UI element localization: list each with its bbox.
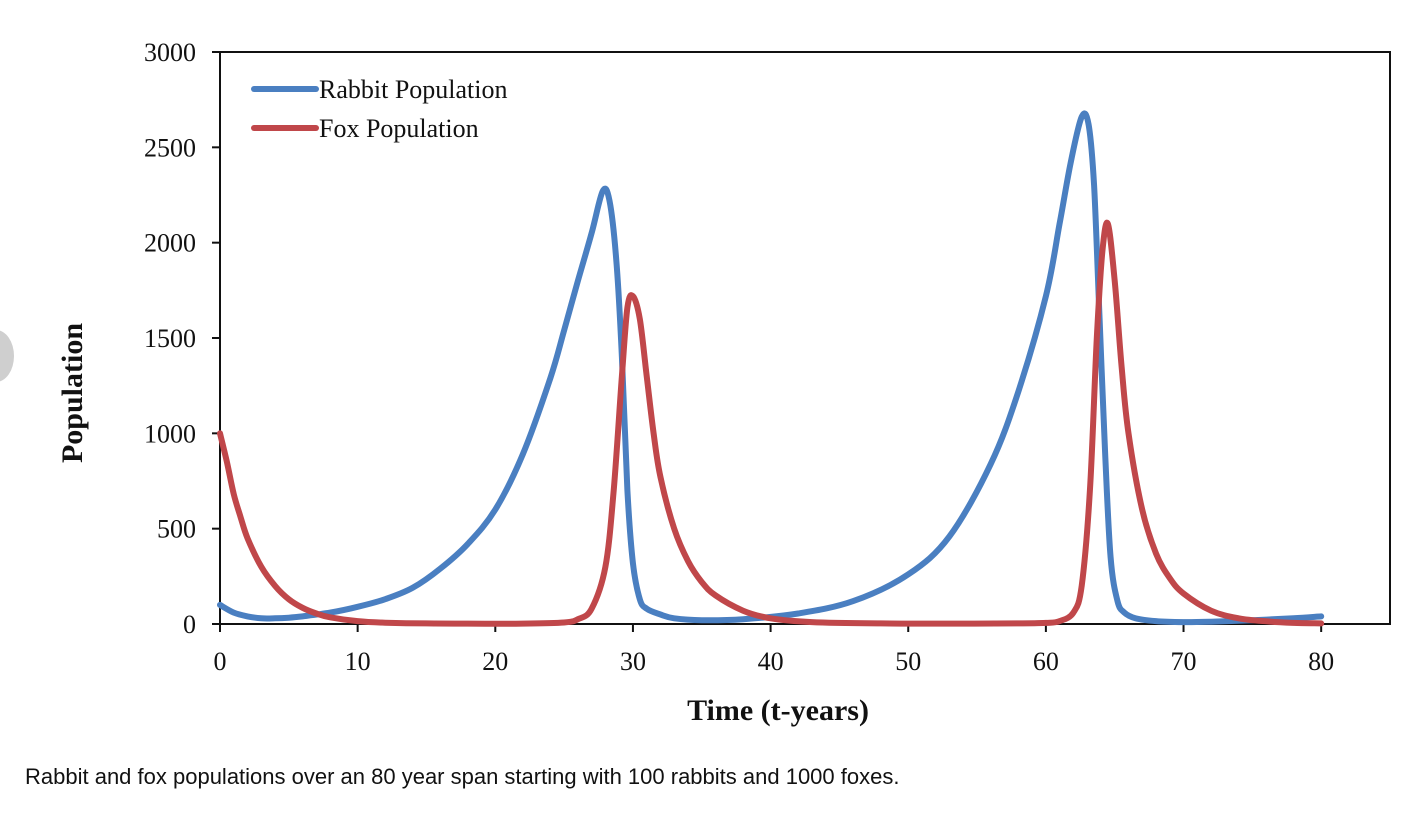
legend: Rabbit Population Fox Population xyxy=(251,75,508,143)
x-tick-label: 40 xyxy=(758,647,784,676)
x-tick-label: 30 xyxy=(620,647,646,676)
x-tick-label: 50 xyxy=(895,647,921,676)
y-tick-label: 1500 xyxy=(144,324,196,353)
legend-label-rabbit-population: Rabbit Population xyxy=(319,75,508,104)
x-tick-label: 80 xyxy=(1308,647,1334,676)
x-axis-title: Time (t-years) xyxy=(687,694,869,727)
x-tick-label: 60 xyxy=(1033,647,1059,676)
series-line-fox-population xyxy=(217,219,1325,627)
y-axis-ticks: 0 500 1000 1500 2000 2500 3000 xyxy=(144,38,220,639)
x-tick-label: 20 xyxy=(482,647,508,676)
series-line-rabbit-population xyxy=(217,110,1325,626)
legend-label-fox-population: Fox Population xyxy=(319,114,479,143)
x-axis-ticks: 0 10 20 30 40 50 60 70 80 xyxy=(214,624,1334,676)
x-tick-label: 10 xyxy=(345,647,371,676)
y-tick-label: 0 xyxy=(183,610,196,639)
y-tick-label: 2500 xyxy=(144,133,196,162)
figure-caption: Rabbit and fox populations over an 80 ye… xyxy=(25,764,900,789)
y-axis-title: Population xyxy=(56,323,89,463)
y-tick-label: 500 xyxy=(157,515,196,544)
edge-circle-decoration xyxy=(0,330,14,382)
x-tick-label: 70 xyxy=(1171,647,1197,676)
y-tick-label: 2000 xyxy=(144,229,196,258)
series-layer xyxy=(217,110,1325,627)
x-tick-label: 0 xyxy=(214,647,227,676)
y-tick-label: 1000 xyxy=(144,419,196,448)
y-tick-label: 3000 xyxy=(144,38,196,67)
